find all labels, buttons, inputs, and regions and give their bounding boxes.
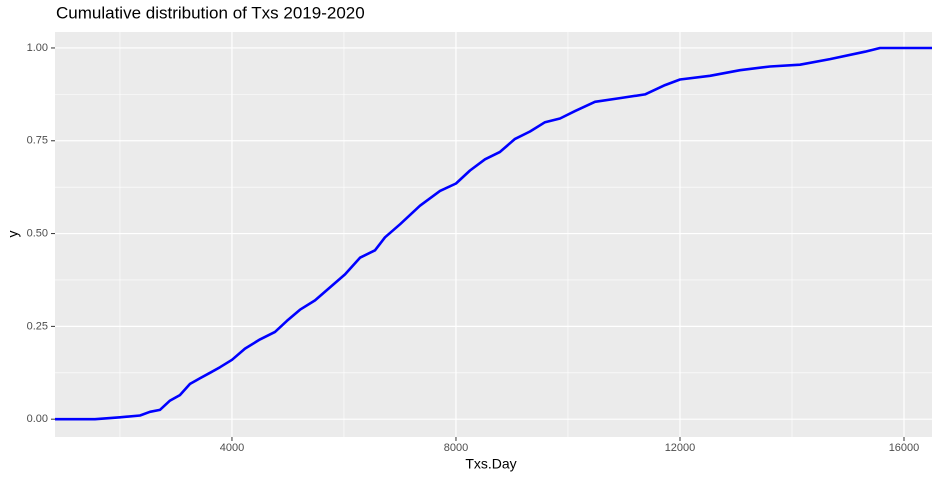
x-tick-label: 4000 [220, 442, 244, 454]
panel [55, 32, 932, 437]
y-tick-label: 0.75 [27, 135, 48, 147]
cdf-line [55, 46, 932, 421]
y-tick-label: 0.00 [27, 413, 48, 425]
x-tick-label: 16000 [889, 442, 920, 454]
y-axis-label: y [5, 231, 21, 238]
y-tick-label: 0.25 [27, 320, 48, 332]
x-tick-label: 12000 [665, 442, 696, 454]
y-tick-label: 0.50 [27, 227, 48, 239]
plot [55, 46, 932, 421]
x-axis-label: Txs.Day [465, 456, 516, 472]
x-tick-label: 8000 [444, 442, 468, 454]
y-tick-label: 1.00 [27, 42, 48, 54]
grid [55, 32, 932, 437]
chart-title: Cumulative distribution of Txs 2019-2020 [56, 3, 365, 22]
